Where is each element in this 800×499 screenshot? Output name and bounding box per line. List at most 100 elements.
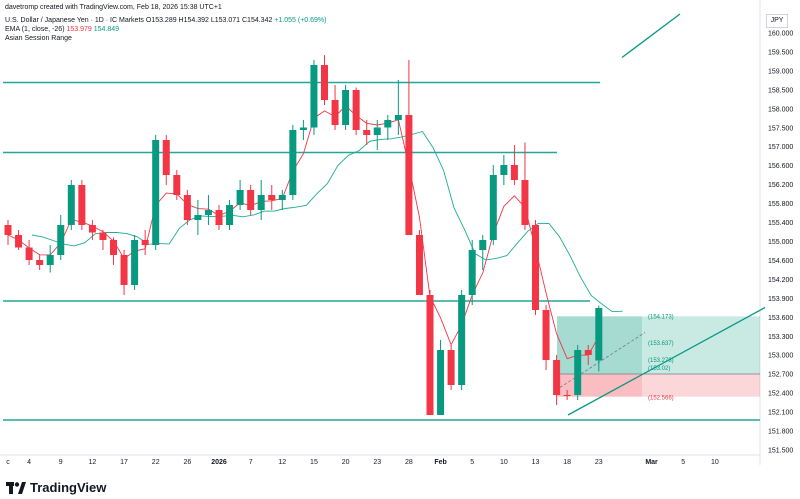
ema-slow-line — [31, 130, 623, 313]
position-value-label: (153.02) — [648, 366, 670, 372]
date-tick-label: c — [6, 459, 10, 466]
candle-body — [194, 215, 202, 220]
date-tick-label: 17 — [120, 459, 128, 466]
price-tick-label: 160.000 — [768, 31, 793, 38]
price-tick-label: 151.500 — [768, 448, 793, 455]
candle-body — [352, 90, 360, 130]
tradingview-logo-text: TradingView — [30, 480, 107, 495]
tradingview-logo: TradingView — [6, 480, 106, 495]
price-tick-label: 151.800 — [768, 429, 793, 436]
candle-body — [278, 195, 286, 200]
candle-body — [394, 115, 402, 120]
candle-body — [46, 255, 54, 265]
candle-body — [173, 175, 181, 195]
created-by-text: davetromp created with TradingView.com, … — [5, 4, 222, 11]
loss-zone — [557, 374, 760, 397]
date-tick-label: 5 — [470, 459, 474, 466]
tradingview-logo-icon — [6, 481, 26, 494]
candle-body — [542, 310, 550, 360]
candle-body — [236, 190, 244, 205]
candle-body — [468, 250, 476, 295]
candle-body — [458, 295, 466, 385]
candle-body — [152, 140, 160, 245]
candle-body — [120, 255, 128, 285]
price-tick-label: 153.300 — [768, 334, 793, 341]
date-tick-label: 15 — [310, 459, 318, 466]
candle-body — [553, 360, 561, 395]
candle-body — [331, 100, 339, 125]
date-tick-label: 28 — [405, 459, 413, 466]
position-value-label: (154.173) — [648, 314, 674, 320]
trend-lines — [567, 13, 766, 416]
candle-body — [510, 165, 518, 180]
price-tick-label: 157.500 — [768, 125, 793, 132]
candle-body — [257, 195, 265, 210]
price-tick-label: 152.400 — [768, 391, 793, 398]
candle-body — [500, 165, 508, 175]
candle-body — [489, 175, 497, 240]
candle-body — [310, 65, 318, 128]
upper-trendline — [621, 13, 681, 59]
symbol-name: U.S. Dollar / Japanese Yen · 1D · IC Mar… — [5, 17, 144, 24]
price-tick-label: 153.900 — [768, 296, 793, 303]
price-tick-label: 155.800 — [768, 201, 793, 208]
date-tick-label: 22 — [152, 459, 160, 466]
ohlc-values: O153.289 H154.392 L153.071 C154.342 — [145, 17, 273, 24]
price-tick-label: 155.400 — [768, 220, 793, 227]
price-axis: 160.000 159.500 159.000 158.500 158.000 157.5… — [768, 31, 793, 455]
candle-body — [110, 240, 117, 255]
date-tick-label: 12 — [89, 459, 97, 466]
candle-body — [373, 127, 381, 135]
date-tick-label: 10 — [711, 459, 719, 466]
candle-body — [36, 260, 44, 265]
candle-body — [268, 195, 276, 200]
candle-body — [384, 120, 392, 128]
date-tick-label: 23 — [595, 459, 603, 466]
loss-zone-filled — [557, 374, 642, 397]
candle-body — [57, 225, 65, 255]
price-tick-label: 153.600 — [768, 315, 793, 322]
candle-body — [563, 395, 571, 396]
date-tick-label: 7 — [249, 459, 253, 466]
price-tick-label: 156.600 — [768, 163, 793, 170]
ema-value-2: 154.849 — [93, 26, 120, 33]
date-tick-label: 4 — [27, 459, 31, 466]
ema-slow-path — [31, 130, 623, 313]
candle-body — [574, 350, 582, 395]
change-value: +1.055 (+0.69%) — [274, 17, 327, 24]
price-tick-label: 153.000 — [768, 353, 793, 360]
candle-body — [25, 247, 33, 260]
candle-body — [426, 295, 434, 415]
symbol-line: U.S. Dollar / Japanese Yen · 1D · IC Mar… — [5, 17, 326, 24]
candle-body — [289, 130, 297, 195]
price-tick-label: 154.200 — [768, 277, 793, 284]
candle-body — [595, 308, 603, 361]
candles — [4, 55, 603, 415]
price-tick-label: 159.000 — [768, 68, 793, 75]
position-path — [559, 332, 646, 388]
date-tick-label: Mar — [645, 459, 658, 466]
candle-body — [226, 205, 234, 225]
candle-body — [4, 225, 12, 235]
candle-body — [215, 210, 223, 225]
candle-body — [363, 130, 371, 135]
candle-body — [584, 350, 592, 355]
position-value-label: (153.637) — [648, 341, 674, 347]
date-tick-label: 20 — [342, 459, 350, 466]
candle-body — [15, 235, 23, 248]
date-tick-label: 5 — [681, 459, 685, 466]
price-tick-label: 154.600 — [768, 258, 793, 265]
ema-fast-path — [7, 105, 600, 360]
grid — [0, 0, 761, 465]
currency-button[interactable]: JPY — [766, 14, 788, 28]
price-tick-label: 159.500 — [768, 49, 793, 56]
candle-body — [447, 350, 455, 385]
date-tick-label: 26 — [183, 459, 191, 466]
ema-label: EMA (1, close, -26) — [5, 26, 65, 33]
horizontal-levels — [3, 81, 760, 421]
price-tick-label: 152.100 — [768, 410, 793, 417]
candle-body — [521, 180, 529, 225]
candle-body — [415, 235, 423, 295]
candle-body — [141, 240, 149, 245]
